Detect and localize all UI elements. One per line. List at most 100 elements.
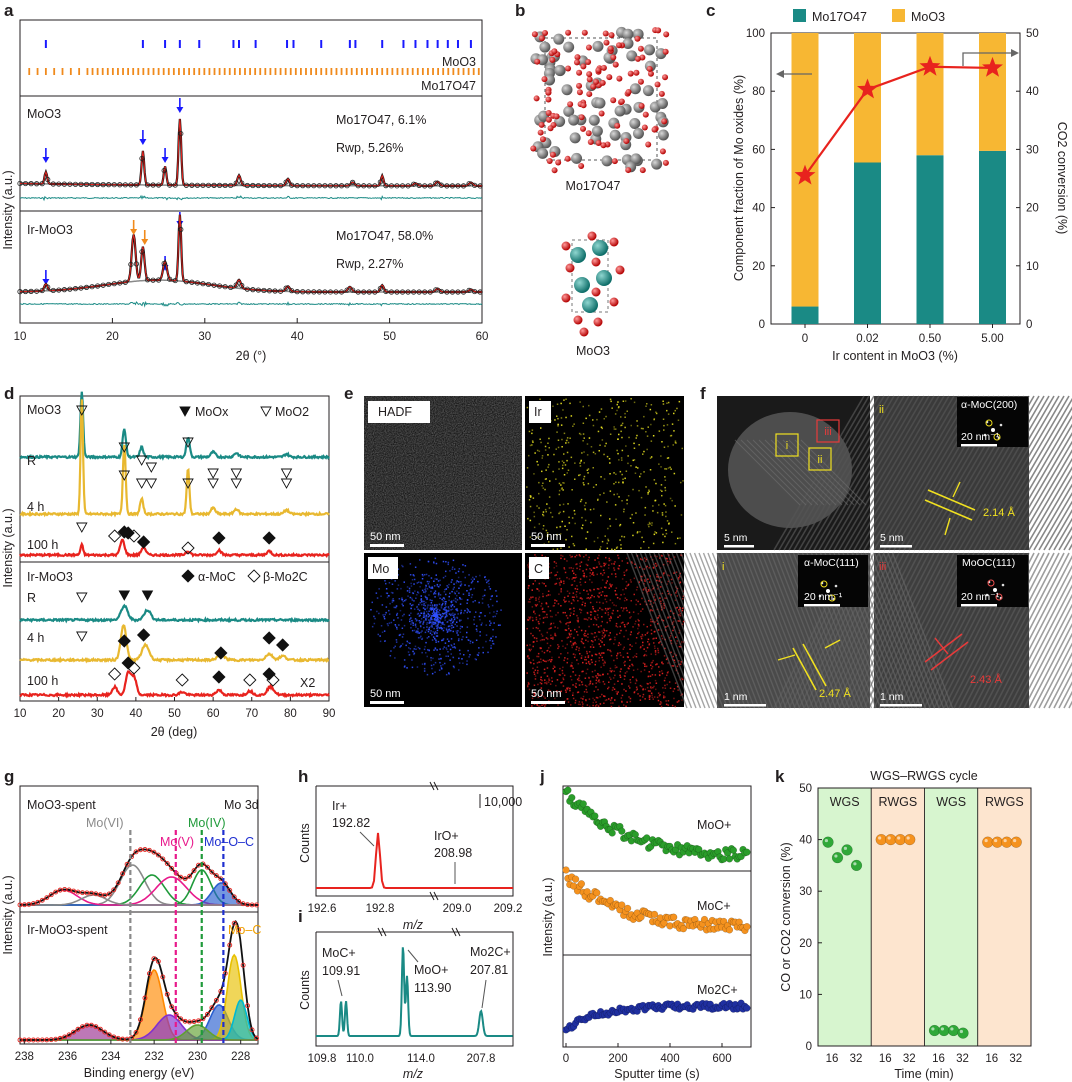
- map-pixel: [483, 594, 486, 597]
- map-pixel: [534, 612, 536, 615]
- data-point: [128, 182, 134, 188]
- map-pixel: [667, 671, 669, 673]
- map-pixel: [577, 619, 579, 621]
- map-pixel: [573, 509, 576, 512]
- map-pixel: [600, 565, 603, 568]
- map-pixel: [487, 580, 489, 582]
- map-pixel: [650, 456, 653, 458]
- map-pixel: [671, 704, 674, 707]
- map-pixel: [560, 690, 562, 693]
- map-pixel: [621, 422, 624, 425]
- map-pixel: [562, 464, 564, 467]
- map-pixel: [416, 631, 418, 634]
- map-pixel: [563, 580, 565, 582]
- map-pixel: [670, 639, 672, 642]
- map-pixel: [661, 661, 663, 663]
- map-pixel: [459, 625, 462, 628]
- map-pixel: [542, 528, 544, 530]
- map-pixel: [538, 629, 541, 632]
- data-point: [89, 284, 95, 290]
- moo2-marker: [145, 462, 158, 473]
- map-pixel: [580, 527, 583, 529]
- map-pixel: [618, 433, 620, 436]
- map-pixel: [436, 629, 439, 632]
- data-point: [250, 182, 256, 189]
- map-pixel: [409, 618, 411, 620]
- map-pixel: [426, 580, 429, 583]
- c-xtick-label: 0.50: [919, 333, 941, 345]
- g-xtick-label: 236: [58, 1051, 77, 1063]
- map-pixel: [546, 532, 549, 534]
- map-pixel: [450, 605, 453, 608]
- map-pixel: [425, 629, 428, 631]
- map-pixel: [427, 619, 430, 621]
- map-pixel: [607, 538, 609, 541]
- map-pixel: [451, 579, 453, 581]
- fringe: [752, 439, 819, 506]
- map-pixel: [553, 561, 556, 563]
- map-pixel: [437, 595, 440, 597]
- map-pixel: [455, 601, 457, 603]
- map-pixel: [595, 635, 598, 638]
- o-atom: [616, 42, 623, 49]
- map-pixel: [646, 435, 649, 437]
- map-pixel: [678, 574, 681, 577]
- map-pixel: [542, 611, 544, 613]
- rwgs-point: [904, 833, 916, 846]
- map-pixel: [456, 625, 458, 627]
- map-pixel: [534, 692, 536, 694]
- map-pixel: [653, 533, 656, 536]
- fringe: [848, 552, 930, 709]
- map-pixel: [566, 637, 568, 639]
- map-pixel: [645, 587, 647, 589]
- map-pixel: [623, 688, 625, 691]
- map-pixel: [566, 529, 568, 531]
- map-pixel: [637, 627, 639, 630]
- o-atom: [625, 89, 632, 96]
- map-pixel: [598, 554, 600, 557]
- map-pixel: [542, 593, 544, 595]
- map-pixel: [558, 468, 560, 470]
- map-pixel: [652, 659, 654, 662]
- map-pixel: [535, 616, 538, 619]
- map-pixel: [466, 631, 468, 634]
- map-pixel: [609, 667, 612, 670]
- map-pixel: [661, 441, 663, 443]
- map-pixel: [545, 469, 547, 471]
- map-pixel: [665, 703, 668, 706]
- fringe: [711, 552, 774, 709]
- map-pixel: [448, 640, 450, 642]
- map-pixel: [453, 646, 456, 648]
- map-pixel: [455, 630, 458, 632]
- fringe: [858, 395, 950, 551]
- map-pixel: [615, 622, 618, 625]
- map-pixel: [482, 595, 484, 598]
- map-pixel: [660, 527, 663, 530]
- mo2c-marker: [127, 529, 141, 543]
- map-pixel: [429, 608, 431, 610]
- map-pixel: [429, 614, 431, 616]
- map-pixel: [632, 676, 634, 678]
- map-pixel: [592, 451, 595, 454]
- map-pixel: [607, 527, 609, 530]
- map-pixel: [653, 479, 656, 481]
- map-pixel: [633, 442, 635, 445]
- fringe: [868, 395, 960, 551]
- o-atom: [633, 69, 640, 76]
- map-pixel: [424, 631, 427, 634]
- map-pixel: [643, 588, 645, 590]
- data-point: [322, 183, 328, 189]
- data-point: [209, 1005, 215, 1011]
- map-pixel: [543, 611, 546, 613]
- map-pixel: [533, 515, 536, 518]
- map-pixel: [595, 682, 597, 684]
- map-pixel: [665, 529, 667, 531]
- map-pixel: [670, 594, 672, 596]
- map-pixel: [549, 690, 551, 692]
- map-pixel: [549, 610, 552, 612]
- map-pixel: [562, 611, 564, 614]
- map-pixel: [444, 575, 447, 577]
- map-pixel: [635, 679, 638, 682]
- map-pixel: [424, 604, 426, 607]
